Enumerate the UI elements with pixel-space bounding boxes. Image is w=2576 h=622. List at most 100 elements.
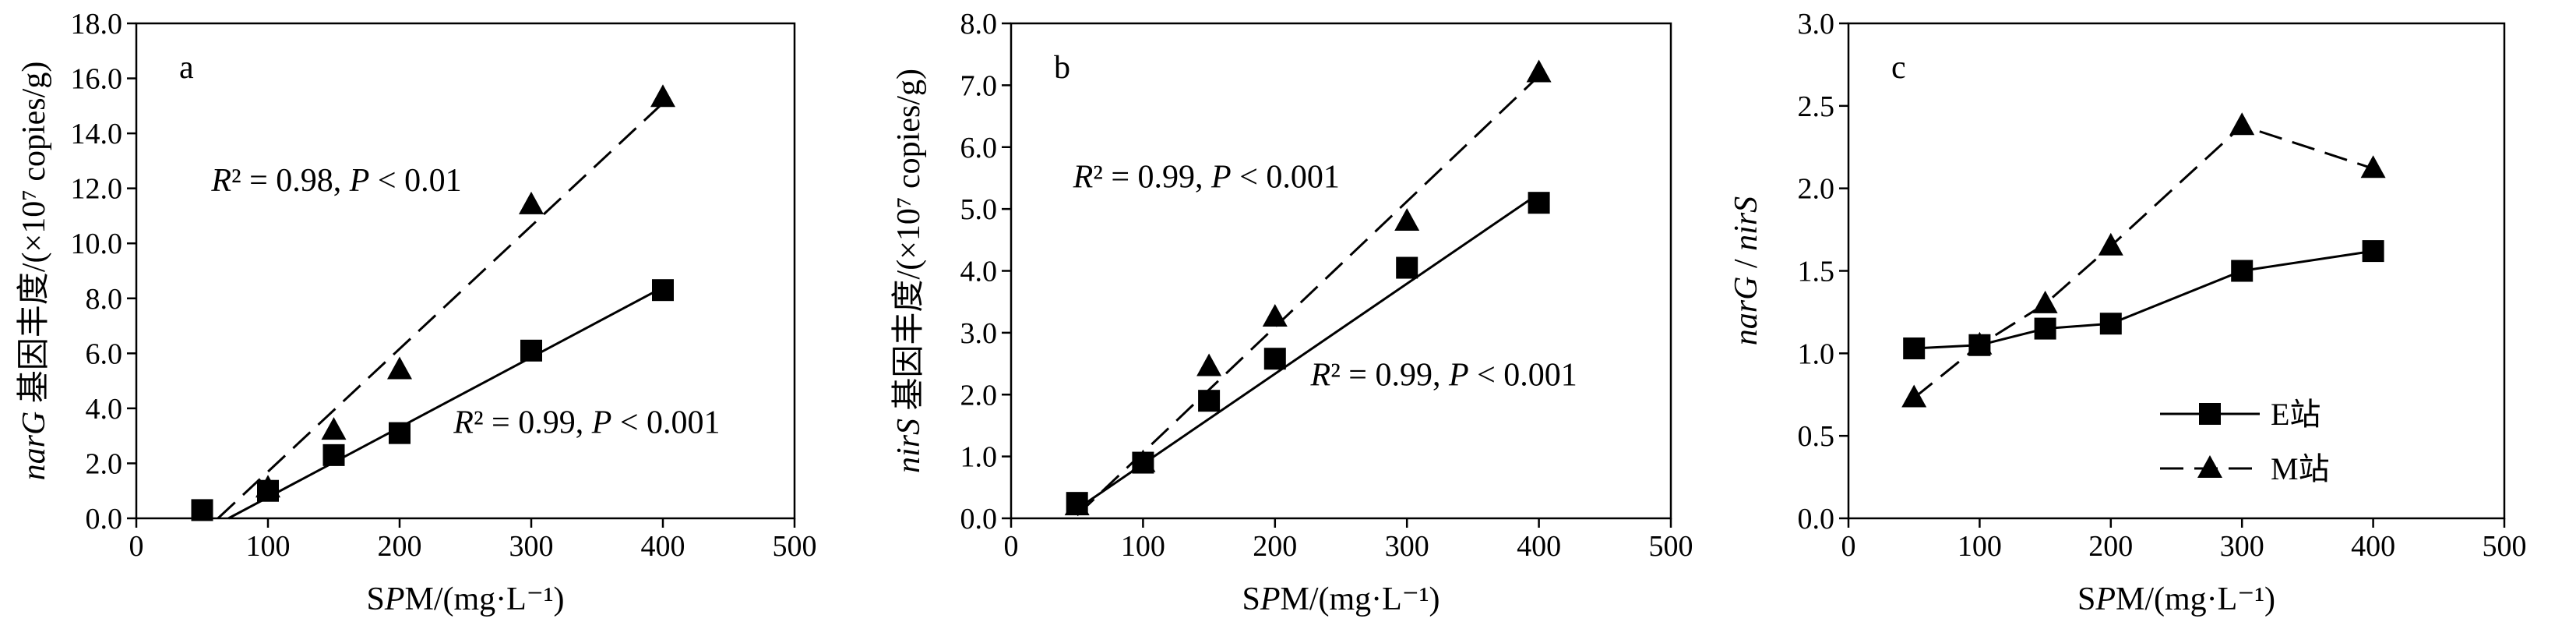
x-tick-label: 300: [2220, 530, 2264, 563]
x-tick-label: 400: [1517, 530, 1561, 563]
data-point-triangle: [1394, 208, 1420, 231]
data-point-square: [2099, 313, 2122, 335]
y-tick-label: 0.0: [86, 503, 123, 535]
data-point-triangle: [1262, 304, 1288, 327]
y-axis-title: narG / nirS: [1728, 196, 1764, 345]
data-point-square: [1198, 390, 1221, 412]
data-point-square: [2231, 260, 2254, 282]
x-tick-label: 200: [378, 530, 422, 563]
y-tick-label: 14.0: [71, 118, 123, 150]
data-point-triangle: [255, 475, 280, 498]
x-tick-label: 0: [129, 530, 144, 563]
panel-letter: b: [1054, 50, 1070, 86]
legend-label: E站: [2271, 397, 2321, 432]
y-tick-label: 16.0: [71, 63, 123, 96]
x-tick-label: 200: [1253, 530, 1297, 563]
data-point-triangle: [2098, 232, 2123, 256]
fit-line-triangle: [1076, 75, 1540, 517]
y-tick-label: 2.5: [1798, 90, 1835, 123]
data-point-square: [389, 422, 411, 444]
regression-annotation: R² = 0.99, P < 0.001: [1310, 357, 1577, 393]
y-tick-label: 2.0: [960, 379, 998, 412]
data-point-square: [322, 444, 345, 466]
y-tick-label: 6.0: [86, 338, 123, 370]
x-axis-title: SPM/(mg·L⁻¹): [366, 581, 564, 617]
data-point-square: [652, 279, 674, 302]
panel-letter: c: [1891, 50, 1906, 86]
y-tick-label: 4.0: [86, 393, 123, 426]
data-point-square: [2034, 317, 2056, 340]
y-tick-label: 0.5: [1798, 420, 1835, 453]
data-point-triangle: [1196, 353, 1222, 376]
data-point-triangle: [2360, 155, 2386, 178]
data-point-square: [191, 499, 213, 521]
data-point-triangle: [1130, 449, 1156, 472]
y-tick-label: 6.0: [960, 132, 998, 164]
y-tick-label: 0.0: [960, 503, 998, 535]
y-tick-label: 10.0: [71, 228, 123, 260]
y-tick-label: 3.0: [960, 317, 998, 350]
x-tick-label: 300: [509, 530, 554, 563]
plot-frame: [135, 22, 796, 520]
data-point-square: [2362, 240, 2384, 263]
data-point-triangle: [650, 84, 675, 108]
x-tick-label: 0: [1004, 530, 1019, 563]
regression-annotation: R² = 0.98, P < 0.01: [210, 163, 461, 199]
x-axis-title: SPM/(mg·L⁻¹): [2077, 581, 2275, 617]
legend-marker-triangle: [2197, 455, 2222, 478]
fit-line-square: [227, 286, 664, 520]
data-point-triangle: [1064, 493, 1090, 516]
data-point-triangle: [2032, 290, 2058, 313]
data-point-triangle: [1901, 384, 1927, 408]
regression-annotation: R² = 0.99, P < 0.001: [1073, 159, 1340, 195]
data-point-square: [1263, 348, 1286, 370]
plot-frame: [1010, 22, 1672, 520]
y-axis-title: nirS 基因丰度/(×10⁷ copies/g): [891, 69, 927, 473]
data-point-square: [1903, 337, 1926, 359]
data-point-triangle: [387, 356, 412, 380]
regression-annotation: R² = 0.99, P < 0.001: [453, 405, 720, 441]
x-tick-label: 100: [1121, 530, 1165, 563]
y-tick-label: 18.0: [71, 8, 123, 41]
y-tick-label: 1.0: [960, 441, 998, 474]
x-tick-label: 400: [641, 530, 685, 563]
y-tick-label: 7.0: [960, 69, 998, 102]
x-tick-label: 500: [2483, 530, 2527, 563]
data-point-square: [520, 339, 542, 362]
x-tick-label: 0: [1841, 530, 1856, 563]
y-tick-label: 3.0: [1798, 8, 1835, 41]
y-axis-title: narG 基因丰度/(×10⁷ copies/g): [16, 62, 52, 481]
x-tick-label: 200: [2088, 530, 2133, 563]
data-point-triangle: [321, 417, 347, 440]
x-tick-label: 500: [1649, 530, 1693, 563]
y-tick-label: 1.0: [1798, 338, 1835, 370]
x-tick-label: 500: [773, 530, 817, 563]
data-point-triangle: [1967, 331, 1993, 355]
x-tick-label: 100: [246, 530, 291, 563]
panel-letter: a: [179, 50, 194, 86]
series-line-square: [1914, 249, 2373, 350]
y-tick-label: 4.0: [960, 256, 998, 288]
x-tick-label: 400: [2351, 530, 2395, 563]
data-point-triangle: [519, 191, 544, 214]
chart-panel-c: 0 100 200 300 400 500 0.0 0.5 1.0 1.5 2.0 2.5 3.0 SPM…: [1728, 8, 2527, 617]
fit-line-square: [1076, 193, 1540, 511]
y-tick-label: 8.0: [86, 283, 123, 316]
x-tick-label: 300: [1385, 530, 1429, 563]
y-tick-label: 0.0: [1798, 503, 1835, 535]
y-tick-label: 1.5: [1798, 256, 1835, 288]
y-tick-label: 8.0: [960, 8, 998, 41]
data-point-square: [1528, 192, 1550, 214]
legend-marker-square: [2199, 403, 2221, 425]
y-tick-label: 5.0: [960, 193, 998, 226]
x-axis-title: SPM/(mg·L⁻¹): [1242, 581, 1440, 617]
y-tick-label: 2.0: [86, 447, 123, 480]
y-tick-label: 2.0: [1798, 173, 1835, 206]
chart-panel-a: 0 100 200 300 400 500 0.0 2.0 4.0 6.0 8.0 10.0 12.0 1…: [16, 8, 817, 617]
x-tick-label: 100: [1958, 530, 2002, 563]
plot-frame: [1847, 22, 2506, 520]
y-tick-label: 12.0: [71, 173, 123, 206]
data-point-triangle: [1526, 59, 1552, 83]
data-point-square: [1396, 256, 1418, 279]
